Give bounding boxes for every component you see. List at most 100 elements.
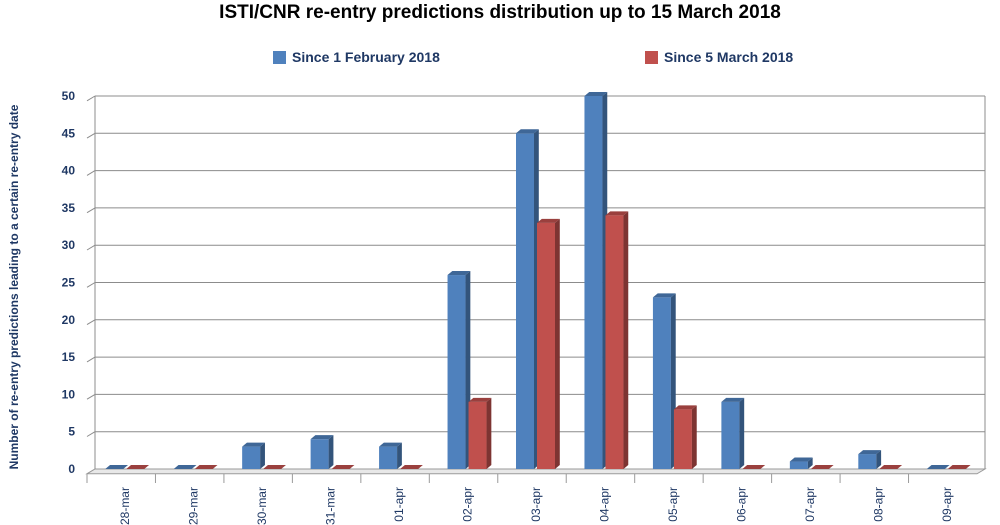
- bar-top: [584, 92, 608, 96]
- bar-series-2: [947, 465, 971, 469]
- gridline-depth: [86, 244, 96, 251]
- bar-series-1: [516, 129, 539, 470]
- bar-top: [263, 465, 286, 469]
- bar-series-2: [126, 465, 150, 469]
- y-tick-label: 0: [68, 462, 75, 476]
- bar-top: [605, 211, 629, 216]
- gridline-depth: [86, 132, 96, 139]
- bar-front: [721, 401, 740, 469]
- y-tick-label: 20: [62, 313, 76, 327]
- bar-side: [555, 218, 560, 469]
- bar-top: [331, 465, 355, 469]
- bar-front: [242, 446, 261, 469]
- bar-side: [739, 397, 745, 469]
- x-tick-label: 08-apr: [871, 487, 885, 522]
- legend-swatch-series-1: [273, 50, 286, 64]
- y-tick-label: 45: [62, 126, 76, 140]
- bar-top: [926, 465, 950, 469]
- bar-side: [328, 435, 334, 469]
- x-tick-label: 05-apr: [666, 487, 680, 522]
- x-tick-label: 04-apr: [597, 487, 611, 522]
- chart-title: ISTI/CNR re-entry predictions distributi…: [219, 2, 781, 23]
- x-tick-label: 06-apr: [734, 487, 748, 522]
- x-tick-label: 02-apr: [461, 487, 475, 522]
- x-tick-label: 28-mar: [118, 487, 132, 525]
- bar-top: [173, 465, 197, 469]
- bar-side: [486, 397, 492, 469]
- y-tick-label: 50: [62, 89, 76, 103]
- bar-front: [789, 461, 808, 469]
- x-tick-label: 31-mar: [324, 487, 338, 525]
- bar-top: [379, 442, 402, 447]
- bar-series-2: [673, 405, 697, 469]
- bar-series-2: [537, 218, 560, 469]
- bar-series-1: [584, 92, 608, 469]
- gridline-depth: [86, 282, 96, 288]
- bar-top: [947, 465, 971, 469]
- y-tick-label: 30: [62, 238, 76, 252]
- bar-front: [516, 133, 534, 470]
- bar-side: [876, 450, 882, 469]
- bar-top: [105, 465, 129, 469]
- bar-top: [789, 457, 813, 462]
- x-tick-label: 07-apr: [803, 487, 817, 522]
- bar-front: [537, 222, 555, 469]
- bar-side: [623, 211, 629, 470]
- bar-top: [400, 465, 423, 469]
- bar-top: [673, 405, 697, 410]
- bar-side: [807, 457, 813, 469]
- legend-label-series-1: Since 1 February 2018: [292, 49, 440, 65]
- bar-top: [126, 465, 150, 469]
- bar-top: [516, 129, 539, 134]
- x-tick-label: 09-apr: [940, 487, 954, 522]
- y-tick-label: 35: [62, 201, 76, 215]
- bar-top: [194, 465, 218, 469]
- bar-top: [468, 397, 492, 402]
- legend-item-series-1: Since 1 February 2018: [273, 49, 440, 65]
- bar-series-1: [310, 435, 334, 469]
- bar-top: [810, 465, 834, 469]
- bar-series-2: [810, 465, 834, 469]
- bar-side: [691, 405, 697, 469]
- bar-series-1: [721, 397, 745, 469]
- bar-front: [584, 96, 603, 469]
- x-tick-label: 30-mar: [255, 487, 269, 525]
- gridline-depth: [86, 393, 96, 400]
- bar-series-1: [105, 465, 129, 469]
- bar-front: [858, 454, 877, 469]
- bar-series-2: [879, 465, 903, 469]
- bar-series-2: [605, 211, 629, 470]
- chart-floor: [85, 468, 987, 475]
- bar-top: [721, 397, 745, 402]
- bar-top: [447, 271, 471, 276]
- gridline-depth: [86, 356, 96, 363]
- bar-series-1: [858, 450, 882, 469]
- bar-front: [673, 409, 692, 469]
- gridline-depth: [86, 431, 96, 437]
- x-tick-label: 29-mar: [187, 487, 201, 525]
- legend-label-series-2: Since 5 March 2018: [664, 49, 794, 65]
- bar-front: [379, 446, 398, 469]
- bar-side: [397, 442, 402, 469]
- y-tick-label: 15: [62, 350, 76, 364]
- bar-series-1: [447, 271, 471, 469]
- bar-top: [858, 450, 882, 455]
- bar-front: [605, 215, 624, 469]
- legend-swatch-series-2: [645, 50, 658, 64]
- y-tick-label: 5: [68, 425, 75, 439]
- gridline-depth: [86, 207, 96, 214]
- x-tick-label: 01-apr: [392, 487, 406, 522]
- gridline-depth: [86, 170, 96, 176]
- bar-series-2: [468, 397, 492, 469]
- bar-series-1: [242, 442, 265, 469]
- bar-front: [468, 401, 487, 469]
- bar-front: [652, 297, 671, 469]
- bar-top: [537, 218, 560, 223]
- legend: Since 1 February 2018 Since 5 March 2018: [0, 49, 1000, 71]
- bar-series-1: [173, 465, 197, 469]
- bar-top: [742, 465, 766, 469]
- bar-front: [310, 439, 329, 469]
- gridline-depth: [86, 319, 96, 326]
- y-tick-label: 25: [62, 276, 76, 290]
